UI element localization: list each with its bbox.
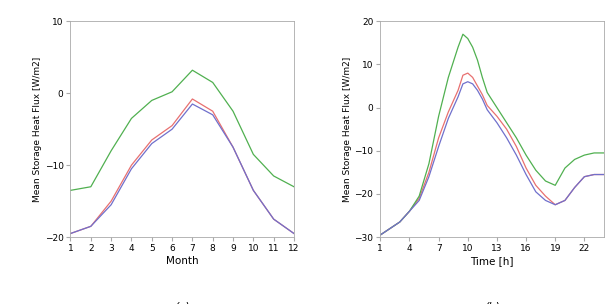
X-axis label: Time [h]: Time [h] <box>470 256 514 266</box>
Text: (b): (b) <box>484 302 500 304</box>
Legend: CC/HBD, ICD, RD: CC/HBD, ICD, RD <box>295 76 364 139</box>
Y-axis label: Mean Storage Heat Flux [W/m2]: Mean Storage Heat Flux [W/m2] <box>32 57 42 202</box>
X-axis label: Month: Month <box>166 256 199 266</box>
Y-axis label: Mean Storage Heat Flux [W/m2]: Mean Storage Heat Flux [W/m2] <box>343 57 352 202</box>
Text: (a): (a) <box>175 302 190 304</box>
